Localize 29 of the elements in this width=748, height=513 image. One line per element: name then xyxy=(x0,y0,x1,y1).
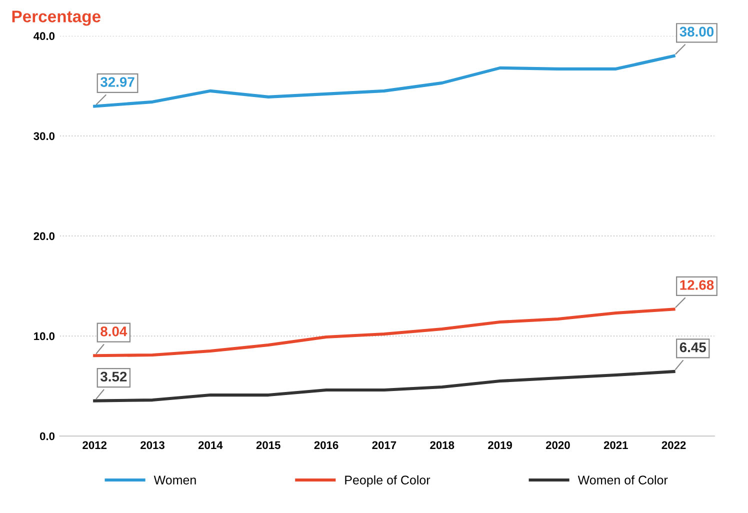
x-tick-label: 2017 xyxy=(372,441,396,450)
y-tick-label: 30.0 xyxy=(34,132,55,140)
legend-label: People of Color xyxy=(345,475,430,487)
x-tick-label: 2013 xyxy=(140,441,164,450)
x-tick-label: 2021 xyxy=(604,441,628,450)
data-label: 38.00 xyxy=(680,26,714,37)
y-axis-title: Percentage xyxy=(12,10,101,26)
legend-label: Women xyxy=(154,476,196,484)
y-tick-label: 10.0 xyxy=(34,332,55,340)
x-tick-label: 2014 xyxy=(198,441,223,450)
y-tick-label: 0.0 xyxy=(40,432,55,440)
x-tick-label: 2019 xyxy=(488,441,512,450)
legend-label: Women of Color xyxy=(578,475,668,484)
x-tick-label: 2020 xyxy=(546,441,570,450)
x-tick-label: 2018 xyxy=(430,441,454,450)
data-label: 12.68 xyxy=(680,280,714,290)
line-series xyxy=(93,308,676,358)
y-tick-label: 20.0 xyxy=(34,232,55,240)
data-label: 8.04 xyxy=(100,326,128,336)
data-label: 6.45 xyxy=(680,342,706,352)
data-label: 3.52 xyxy=(100,372,127,382)
x-tick-label: 2022 xyxy=(662,441,686,450)
line-series xyxy=(93,370,676,402)
x-tick-label: 2015 xyxy=(256,441,280,450)
y-tick-label: 40.0 xyxy=(34,32,55,40)
x-tick-label: 2016 xyxy=(314,441,338,450)
line-series xyxy=(93,54,676,108)
data-label: 32.97 xyxy=(100,77,134,87)
x-tick-label: 2012 xyxy=(82,441,107,450)
